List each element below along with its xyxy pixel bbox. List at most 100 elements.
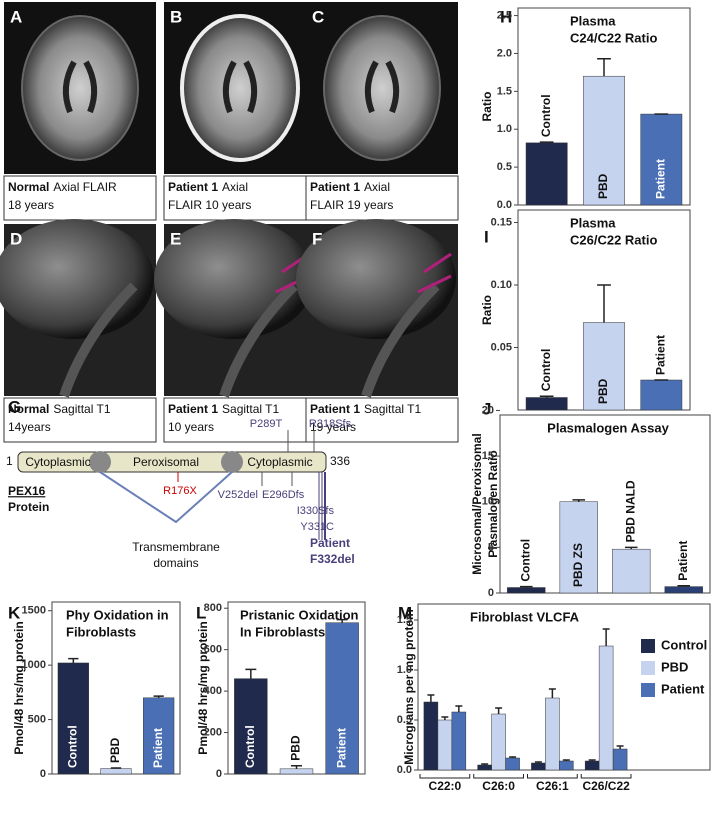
error-bar <box>624 546 638 550</box>
mutation: E296Dfs <box>262 489 305 501</box>
spine <box>219 282 298 398</box>
legend-label: Control <box>661 637 707 652</box>
caption: Normal Sagittal T1 <box>8 402 111 416</box>
y-tick-label: 2.5 <box>497 9 512 21</box>
error-bar <box>455 705 463 712</box>
caption-text: Sagittal T1 <box>53 402 110 416</box>
error-bar <box>291 764 302 769</box>
y-tick-label: 0.15 <box>491 216 512 228</box>
brain <box>180 14 300 162</box>
bar-label: Patient <box>654 159 668 199</box>
bar <box>451 711 467 771</box>
tm-domain <box>89 451 111 473</box>
tm-label: domains <box>153 556 198 570</box>
error-bar <box>597 58 611 77</box>
mutation: R176X <box>163 485 197 497</box>
error-bar <box>677 584 691 587</box>
bar <box>612 748 628 771</box>
caption: 10 years <box>168 420 214 434</box>
y-tick-label: 0 <box>488 587 494 599</box>
domain-label: Cytoplasmic <box>25 455 90 469</box>
legend-swatch <box>641 661 655 675</box>
bar <box>664 586 703 594</box>
spine <box>59 282 138 398</box>
bar <box>583 75 625 206</box>
y-tick-label: 20 <box>482 404 494 416</box>
panel-letter: J <box>482 399 491 418</box>
y-tick-label: 10 <box>482 496 494 508</box>
chart-title: Phy Oxidation in <box>66 607 169 622</box>
plot-frame <box>417 603 711 771</box>
ventricles <box>364 60 400 114</box>
protein-name: PEX16 <box>8 484 46 498</box>
tm-domain <box>221 451 243 473</box>
y-tick-label: 800 <box>204 602 222 614</box>
y-tick-label: 500 <box>28 713 46 725</box>
bar <box>583 322 625 411</box>
category-bracket <box>527 774 578 779</box>
y-axis-label: Micrograms per mg protein <box>402 609 416 764</box>
caption-bold: Patient 1 <box>310 180 360 194</box>
caption-text: Axial FLAIR <box>53 180 117 194</box>
x-tick-label: C26:1 <box>536 779 569 793</box>
bar <box>325 622 359 775</box>
y-tick-label: 0 <box>216 768 222 780</box>
panel-letter: D <box>10 229 22 248</box>
arrow <box>417 274 452 294</box>
caption-text: Sagittal T1 <box>222 402 279 416</box>
caption-box <box>3 397 157 443</box>
chart-title: Pristanic Oxidation <box>240 607 359 622</box>
charts: H Plasma C24/C22 Ratio Ratio 0.0 0.5 1.0 1.5 2.0… <box>8 7 711 793</box>
caption-text: Axial <box>364 180 390 194</box>
mri-panels: A Normal Axial FLAIR 18 years B Patient 1 Axia… <box>0 2 459 443</box>
domain-label: Peroxisomal <box>133 455 199 469</box>
tm-label: Transmembrane <box>132 540 220 554</box>
bar <box>507 587 546 594</box>
bar <box>525 397 568 411</box>
bar <box>598 645 614 771</box>
caption: Patient 1 Sagittal T1 <box>168 402 279 416</box>
protein-name: Protein <box>8 500 49 514</box>
y-tick-label: 1.5 <box>397 614 412 626</box>
error-bar <box>509 756 517 758</box>
y-tick-label: 1.0 <box>497 123 512 135</box>
error-bar <box>245 668 257 679</box>
bar-label: Patient <box>676 541 690 581</box>
bar-label: Patient <box>654 335 668 375</box>
error-bar <box>616 745 624 749</box>
chart-title: In Fibroblasts <box>240 624 325 639</box>
bar <box>640 113 683 206</box>
mutation: R318Sfs <box>309 418 352 430</box>
caption: FLAIR 19 years <box>310 198 393 212</box>
tm-lines <box>99 471 233 524</box>
error-bar <box>519 585 533 588</box>
legend-label: Patient <box>661 681 705 696</box>
bar-label: PBD <box>108 737 122 763</box>
chart-title: Plasma <box>570 13 616 28</box>
error-bar <box>588 759 596 761</box>
panel-letter: C <box>312 7 324 26</box>
bar-label: PBD <box>289 735 303 761</box>
end-label: 336 <box>330 454 350 468</box>
chart-title: Plasma <box>570 215 616 230</box>
panel-letter: B <box>170 7 182 26</box>
bar-label: PBD <box>596 173 610 199</box>
error-bar <box>68 657 79 663</box>
panel-letter: M <box>398 603 412 622</box>
mutation: P289T <box>250 418 283 430</box>
caption-bold: Patient 1 <box>310 402 360 416</box>
error-bar <box>597 284 611 323</box>
error-bar <box>481 763 489 765</box>
y-axis-label: Ratio <box>480 295 494 325</box>
error-bar <box>539 395 554 398</box>
bar-label: PBD ZS <box>571 543 585 587</box>
bar <box>279 768 314 775</box>
bar <box>143 697 175 775</box>
x-tick-label: C26/C22 <box>582 779 630 793</box>
error-bar <box>572 499 586 502</box>
bar <box>545 697 560 771</box>
panel-letter: K <box>8 603 21 622</box>
category-bracket <box>473 774 524 779</box>
legend-swatch <box>641 639 655 653</box>
brain <box>0 219 154 339</box>
